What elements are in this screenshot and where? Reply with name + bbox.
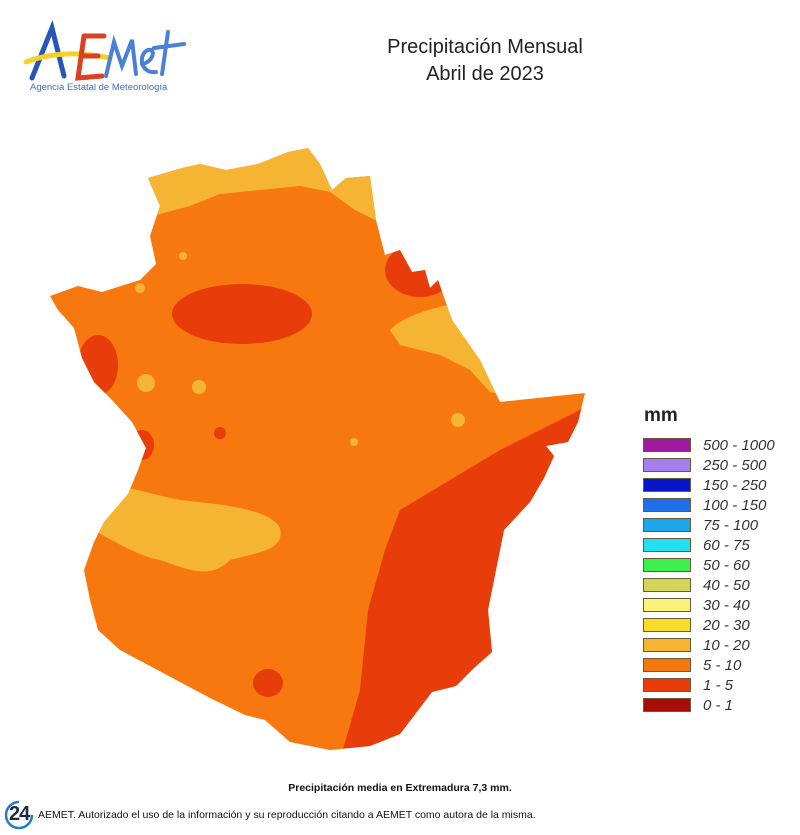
legend-label: 60 - 75	[703, 536, 750, 554]
logo-subtitle: Agencia Estatal de Meteorología	[30, 82, 168, 93]
legend-item: 40 - 50	[643, 575, 775, 595]
legend-label: 20 - 30	[703, 616, 750, 634]
legend-item: 250 - 500	[643, 455, 775, 475]
badge-ring-icon	[4, 800, 34, 830]
legend-item: 0 - 1	[643, 695, 775, 715]
legend-swatch	[643, 638, 691, 652]
legend-item: 1 - 5	[643, 675, 775, 695]
legend-swatch	[643, 618, 691, 632]
aemet-logo-icon	[23, 19, 186, 81]
legend-label: 100 - 150	[703, 496, 767, 514]
legend-label: 5 - 10	[703, 656, 742, 674]
legend-swatch	[643, 498, 691, 512]
legend-item: 75 - 100	[643, 515, 775, 535]
legend-swatch	[643, 458, 691, 472]
legend-swatch	[643, 518, 691, 532]
legend-label: 0 - 1	[703, 696, 734, 714]
legend-item: 20 - 30	[643, 615, 775, 635]
legend-swatch	[643, 578, 691, 592]
title-line-1: Precipitación Mensual	[387, 36, 583, 58]
legend-item: 30 - 40	[643, 595, 775, 615]
legend-swatch	[643, 698, 691, 712]
legend-label: 10 - 20	[703, 636, 750, 654]
legend-swatch	[643, 678, 691, 692]
footer: 24 AEMET. Autorizado el uso de la inform…	[4, 800, 536, 830]
aemet-logo	[22, 18, 202, 98]
legend-swatch	[643, 438, 691, 452]
mean-precipitation-text: Precipitación media en Extremadura 7,3 m…	[288, 782, 512, 794]
legend-swatch	[643, 558, 691, 572]
legend-label: 30 - 40	[703, 596, 750, 614]
credit-text: AEMET. Autorizado el uso de la informaci…	[38, 809, 536, 821]
precipitation-map	[40, 130, 600, 760]
legend-label: 40 - 50	[703, 576, 750, 594]
legend-label: 1 - 5	[703, 676, 734, 694]
legend-item: 5 - 10	[643, 655, 775, 675]
source-badge: 24	[4, 800, 34, 830]
legend-item: 50 - 60	[643, 555, 775, 575]
legend-item: 10 - 20	[643, 635, 775, 655]
badge-number: 24	[9, 803, 30, 825]
legend-label: 50 - 60	[703, 556, 750, 574]
legend-unit: mm	[644, 405, 678, 426]
legend-swatch	[643, 658, 691, 672]
legend-item: 500 - 1000	[643, 435, 775, 455]
legend-item: 100 - 150	[643, 495, 775, 515]
legend-items: 500 - 1000 250 - 500 150 - 250 100 - 150 75 …	[643, 435, 775, 715]
legend-swatch	[643, 478, 691, 492]
legend-swatch	[643, 538, 691, 552]
legend-label: 75 - 100	[703, 516, 759, 534]
extremadura-map-icon	[50, 148, 585, 750]
legend-label: 150 - 250	[703, 476, 767, 494]
legend-label: 500 - 1000	[703, 436, 775, 454]
legend: mm 500 - 1000 250 - 500 150 - 250 100 - 150…	[643, 405, 775, 715]
map-title: Precipitación Mensual Abril de 2023	[330, 34, 640, 88]
legend-swatch	[643, 598, 691, 612]
title-line-2: Abril de 2023	[426, 63, 544, 85]
legend-label: 250 - 500	[703, 456, 767, 474]
legend-item: 60 - 75	[643, 535, 775, 555]
legend-item: 150 - 250	[643, 475, 775, 495]
